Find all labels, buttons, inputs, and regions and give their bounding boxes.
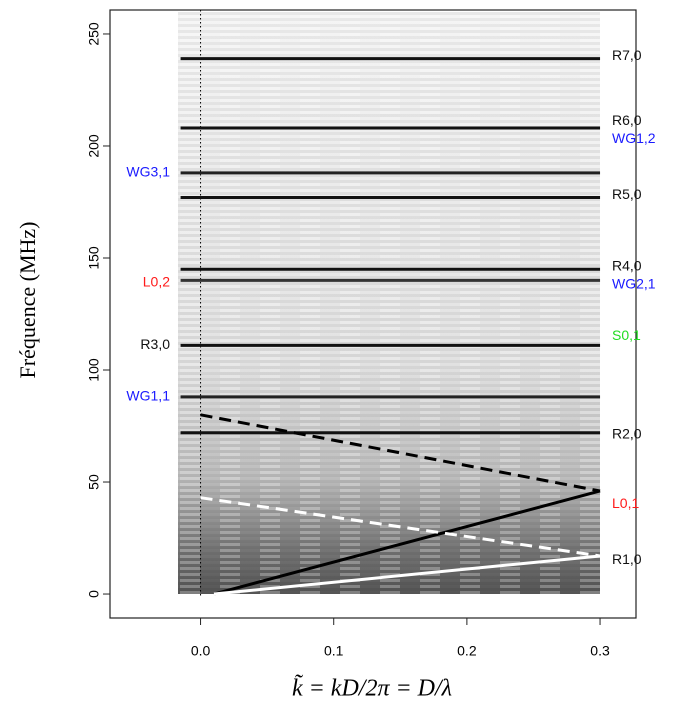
y-tick-label: 150: [86, 246, 102, 270]
mode-label: R5,0: [612, 186, 642, 202]
mode-label: WG1,1: [126, 388, 170, 404]
mode-label: R4,0: [612, 258, 642, 274]
y-axis-label: Fréquence (MHz): [15, 222, 40, 379]
mode-label: R3,0: [140, 336, 170, 352]
x-tick-label: 0.1: [324, 643, 344, 659]
y-tick-label: 100: [86, 358, 102, 382]
mode-label: WG1,2: [612, 130, 656, 146]
mode-label: R6,0: [612, 112, 642, 128]
y-tick-label: 50: [86, 474, 102, 490]
x-axis-label: k̃ = kD/2π = D/λ: [292, 674, 452, 702]
mode-label: L0,1: [612, 495, 639, 511]
mode-label: WG3,1: [126, 164, 170, 180]
y-tick-label: 0: [86, 590, 102, 598]
mode-label: S0,1: [612, 327, 641, 343]
mode-label: R1,0: [612, 551, 642, 567]
spectrogram-texture: [178, 12, 600, 594]
mode-line: [213, 489, 601, 596]
mode-label: L0,2: [143, 273, 170, 289]
mode-label: R2,0: [612, 426, 642, 442]
y-tick-label: 200: [86, 134, 102, 158]
x-tick-label: 0.0: [191, 643, 211, 659]
mode-label: WG2,1: [612, 276, 656, 292]
mode-label: R7,0: [612, 47, 642, 63]
y-tick-label: 250: [86, 22, 102, 46]
plot-frame: [109, 9, 637, 619]
x-tick-label: 0.3: [590, 643, 610, 659]
mode-line: [200, 413, 601, 493]
mode-line: [200, 496, 601, 558]
x-tick-label: 0.2: [457, 643, 477, 659]
mode-line: [213, 554, 601, 596]
